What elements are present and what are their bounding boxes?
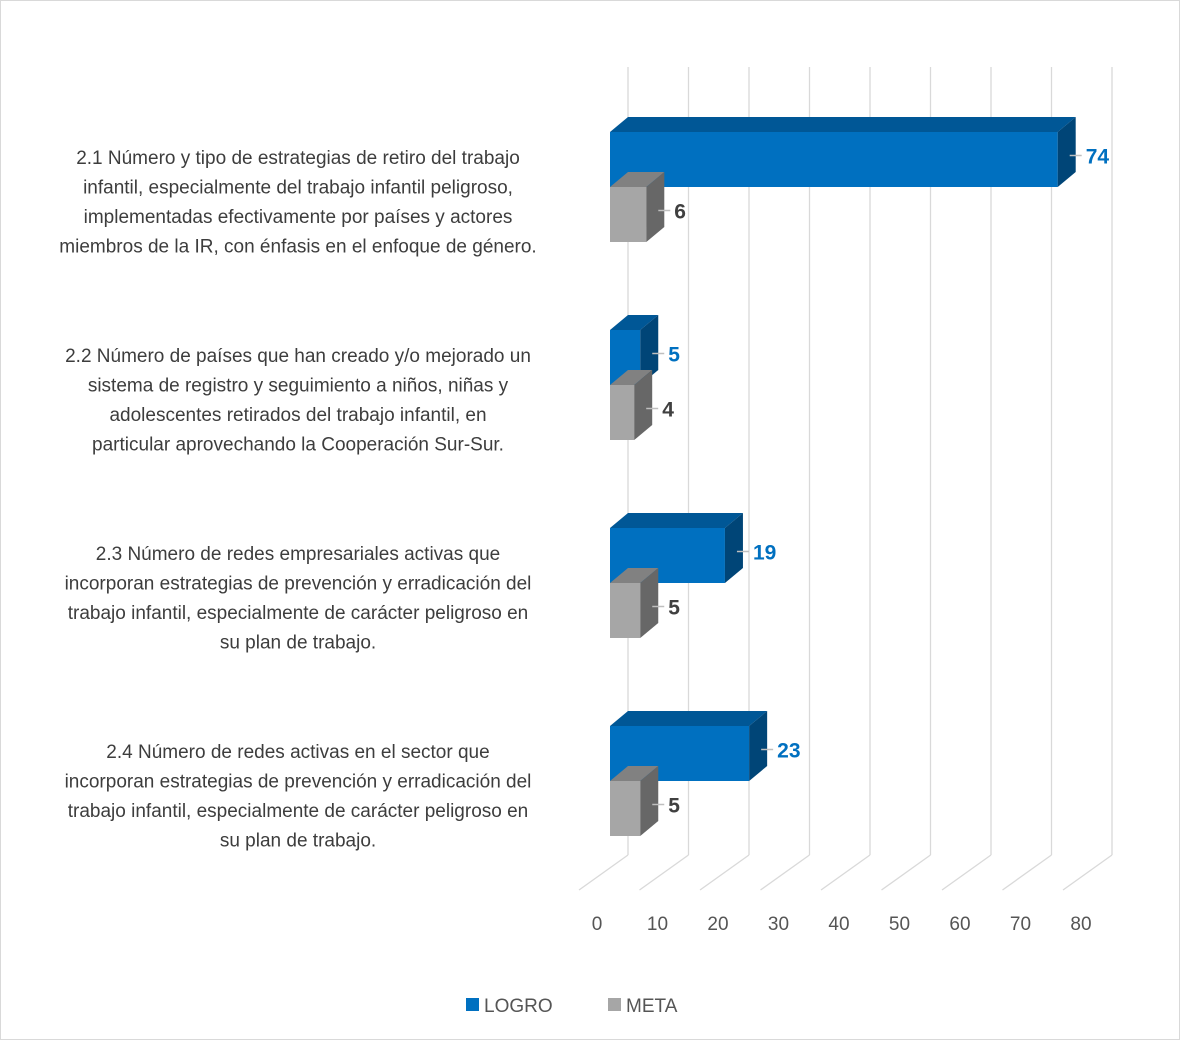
category-label-line: su plan de trabajo.	[220, 831, 376, 852]
x-tick-label: 70	[1010, 914, 1031, 935]
category-label-line: sistema de registro y seguimiento a niño…	[88, 376, 509, 397]
x-tick-label: 80	[1070, 914, 1091, 935]
bar-top-logro	[610, 513, 743, 528]
bar-top-meta	[610, 172, 665, 187]
bar-side-meta	[646, 172, 665, 242]
category-label: 2.4 Número de redes activas en el sector…	[65, 742, 532, 852]
gridline-floor	[578, 854, 629, 891]
bar-top-meta	[610, 568, 659, 583]
data-label-meta: 5	[668, 597, 680, 620]
category-label: 2.1 Número y tipo de estrategias de reti…	[59, 148, 536, 258]
x-tick-label: 20	[707, 914, 728, 935]
category-label-line: adolescentes retirados del trabajo infan…	[109, 405, 486, 426]
bar-top-logro	[610, 117, 1076, 132]
category-label-line: 2.3 Número de redes empresariales activa…	[96, 544, 500, 565]
category-label-line: 2.1 Número y tipo de estrategias de reti…	[76, 148, 520, 169]
gridline-floor	[1002, 854, 1052, 891]
category-label-line: implementadas efectivamente por países y…	[84, 207, 513, 228]
category-label-line: incorporan estrategias de prevención y e…	[65, 772, 532, 793]
category-label: 2.3 Número de redes empresariales activa…	[65, 544, 532, 654]
category-label-line: trabajo infantil, especialmente de carác…	[68, 801, 529, 822]
data-label-logro: 23	[777, 740, 800, 763]
bar-side-meta	[640, 568, 659, 638]
category-label-line: particular aprovechando la Cooperación S…	[92, 435, 504, 456]
legend-swatch-logro	[466, 998, 479, 1011]
gridline-floor	[941, 854, 992, 891]
gridline-floor	[760, 854, 810, 891]
data-label-meta: 5	[668, 795, 680, 818]
legend-label-meta: META	[626, 996, 678, 1017]
gridline-floor	[639, 854, 689, 891]
category-label-line: su plan de trabajo.	[220, 633, 376, 654]
category-label-line: miembros de la IR, con énfasis en el enf…	[59, 237, 536, 258]
bar-meta	[610, 187, 647, 242]
bar-top-meta	[610, 370, 653, 385]
bar-top-logro	[610, 711, 768, 726]
x-tick-label: 40	[828, 914, 849, 935]
bar-side-logro	[640, 315, 659, 385]
category-label-line: incorporan estrategias de prevención y e…	[65, 574, 532, 595]
bar-side-logro	[724, 513, 743, 583]
legend-swatch-meta	[608, 998, 621, 1011]
category-label: 2.2 Número de países que han creado y/o …	[65, 346, 531, 456]
gridline-floor	[699, 854, 750, 891]
gridline-floor	[881, 854, 931, 891]
bar-top-logro	[610, 315, 659, 330]
bar-layer	[610, 117, 1076, 836]
gridline-floor	[1062, 854, 1113, 891]
bar-side-logro	[1057, 117, 1076, 187]
data-label-meta: 4	[662, 399, 674, 422]
category-label-line: 2.2 Número de países que han creado y/o …	[65, 346, 531, 367]
bar-meta	[610, 385, 635, 440]
x-tick-label: 50	[889, 914, 910, 935]
data-label-logro: 19	[753, 542, 776, 565]
bar-side-meta	[634, 370, 653, 440]
category-label-line: trabajo infantil, especialmente de carác…	[68, 603, 529, 624]
bar-logro	[610, 132, 1058, 187]
category-label-line: 2.4 Número de redes activas en el sector…	[106, 742, 489, 763]
x-tick-label: 30	[768, 914, 789, 935]
tick-layer: 0 10 20 30 40 50 60 70 80	[592, 914, 1092, 935]
gridline-floor	[820, 854, 871, 891]
bar-meta	[610, 583, 641, 638]
x-tick-label: 60	[949, 914, 970, 935]
bar-top-meta	[610, 766, 659, 781]
bar-side-meta	[640, 766, 659, 836]
data-label-meta: 6	[674, 201, 686, 224]
bar-meta	[610, 781, 641, 836]
data-label-logro: 74	[1086, 146, 1110, 169]
legend-label-logro: LOGRO	[484, 996, 553, 1017]
x-tick-label: 10	[647, 914, 668, 935]
legend: LOGRO META	[466, 996, 678, 1017]
data-label-logro: 5	[668, 344, 680, 367]
bar-side-logro	[749, 711, 768, 781]
category-label-line: infantil, especialmente del trabajo infa…	[83, 178, 513, 199]
x-tick-label: 0	[592, 914, 603, 935]
label-layer: 74 6 2.1 Número y tipo de estrategias de r…	[59, 146, 1109, 852]
